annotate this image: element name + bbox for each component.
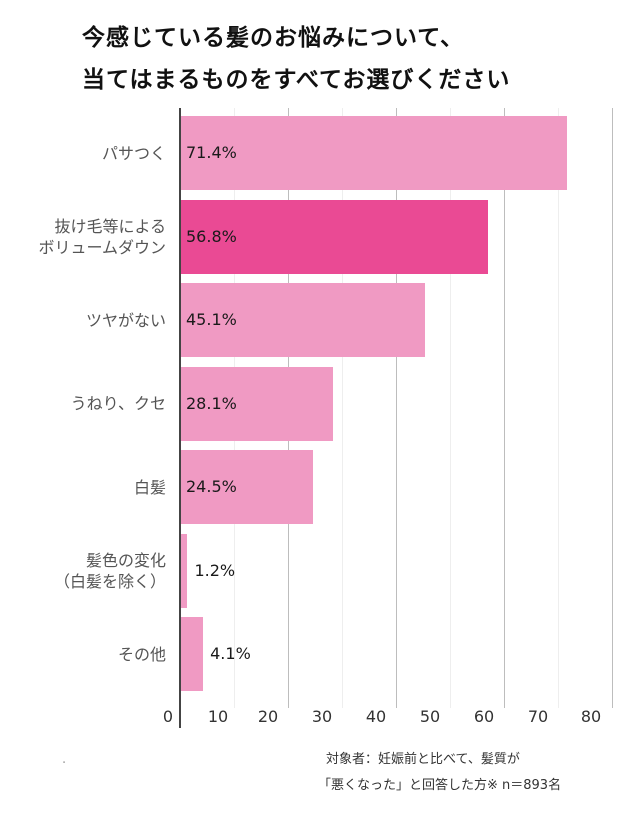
bar bbox=[181, 533, 188, 608]
x-tick-label: 10 bbox=[207, 707, 229, 726]
category-label: パサつく bbox=[102, 143, 166, 164]
x-tick-label: 20 bbox=[257, 707, 279, 726]
bar bbox=[181, 116, 567, 190]
category-label: 白髪 bbox=[134, 477, 166, 498]
category-label-line: 抜け毛等による bbox=[54, 216, 166, 236]
category-label-line: その他 bbox=[117, 644, 166, 664]
bar-value-label: 45.1% bbox=[186, 310, 237, 329]
category-label-line: ツヤがない bbox=[85, 310, 166, 330]
category-label-line: （白髪を除く） bbox=[53, 571, 166, 591]
category-label: 髪色の変化 （白髪を除く） bbox=[54, 550, 166, 592]
bar bbox=[181, 450, 314, 524]
category-label: 抜け毛等による ボリュームダウン bbox=[38, 216, 166, 258]
category-label: うねり、クセ bbox=[71, 393, 166, 414]
bar-value-label: 1.2% bbox=[194, 560, 236, 580]
bar-value-label: 4.1% bbox=[210, 644, 251, 663]
bar bbox=[181, 366, 333, 441]
bar-value-label: 56.8% bbox=[186, 226, 237, 246]
bar bbox=[181, 199, 488, 274]
x-tick-label: 70 bbox=[527, 707, 549, 726]
x-tick-label: 30 bbox=[311, 707, 333, 726]
bar-value-label: 28.1% bbox=[186, 393, 237, 413]
category-label-line: うねり、クセ bbox=[70, 394, 166, 413]
category-label: その他 bbox=[118, 644, 166, 665]
category-label-line: 白髪 bbox=[133, 477, 166, 497]
category-label: ツヤがない bbox=[86, 310, 166, 331]
category-label-line: ボリュームダウン bbox=[38, 237, 166, 257]
gridline bbox=[450, 108, 451, 708]
gridline bbox=[612, 108, 613, 708]
x-tick-label: 80 bbox=[580, 707, 602, 726]
x-tick-label: 40 bbox=[365, 707, 387, 726]
bar bbox=[181, 617, 204, 691]
x-tick-label: 50 bbox=[419, 707, 441, 726]
y-axis-line bbox=[179, 108, 181, 728]
gridline bbox=[504, 108, 505, 708]
bar-value-label: 24.5% bbox=[186, 477, 237, 496]
bar-value-label: 71.4% bbox=[186, 143, 237, 162]
bar bbox=[181, 283, 425, 357]
footnote-line-2: 「悪くなった」と回答した方※ n＝893名 bbox=[318, 778, 562, 793]
chart-title-line-1: 今感じている髪のお悩みについて、 bbox=[82, 25, 465, 51]
footnote-line-1: 対象者：妊娠前と比べて、髪質が bbox=[326, 752, 520, 767]
gridline bbox=[558, 108, 559, 708]
gridline bbox=[396, 108, 397, 708]
category-label-line: 髪色の変化 bbox=[85, 550, 166, 570]
x-tick-label: 60 bbox=[473, 707, 495, 726]
chart-title-line-2: 当てはまるものをすべてお選びください bbox=[82, 67, 511, 93]
x-tick-label: 0 bbox=[162, 707, 174, 726]
category-label-line: パサつく bbox=[101, 143, 166, 163]
stray-dot: . bbox=[62, 752, 67, 767]
gridline bbox=[342, 108, 343, 708]
